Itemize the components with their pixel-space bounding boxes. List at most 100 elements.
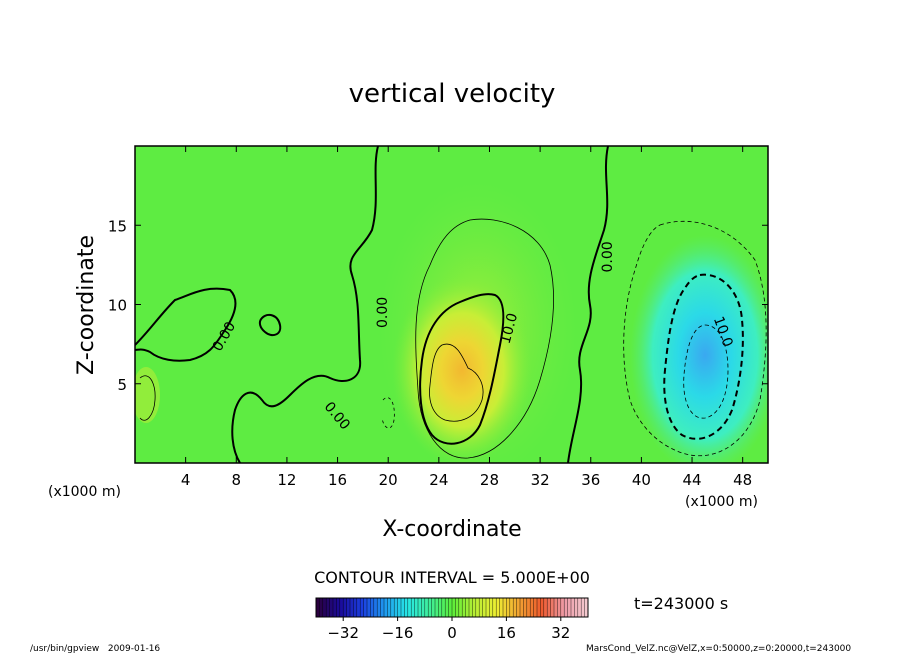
colorbar-cell	[516, 598, 521, 617]
colorbar-cell	[431, 598, 436, 617]
colorbar-tick-label: 32	[551, 624, 570, 642]
colorbar-frame	[315, 597, 589, 618]
colorbar-cell	[452, 598, 456, 617]
x-tick-label: 44	[682, 471, 701, 489]
colorbar-cell	[574, 598, 579, 617]
colorbar-cell	[482, 598, 487, 617]
colorbar-cell	[387, 598, 392, 617]
colorbar-cell	[418, 598, 422, 617]
colorbar-cell	[581, 598, 586, 617]
colorbar-cell	[492, 598, 497, 617]
colorbar-cell	[571, 598, 575, 617]
colorbar-cell	[554, 598, 558, 617]
colorbar-cell	[486, 598, 490, 617]
zero-contour-mid	[231, 146, 379, 463]
contour-label: 0.00	[600, 241, 616, 272]
colorbar-cell	[458, 598, 463, 617]
colorbar-cell	[438, 598, 443, 617]
left-edge-shade	[135, 367, 160, 423]
downdraft-shade	[630, 235, 768, 463]
colorbar-cell	[339, 598, 344, 617]
colorbar-cell	[547, 598, 552, 617]
x-tick-label: 40	[632, 471, 651, 489]
colorbar-cell	[336, 598, 341, 617]
time-label: t=243000 s	[634, 594, 728, 613]
y-tick-label: 5	[117, 376, 127, 394]
colorbar-cell	[329, 598, 334, 617]
x-tick-label: 36	[581, 471, 600, 489]
colorbar-cell	[377, 598, 382, 617]
contour-minus10	[663, 273, 744, 440]
colorbar-cell	[333, 598, 337, 617]
x-tick-label: 48	[733, 471, 752, 489]
colorbar-cell	[479, 598, 484, 617]
contour-small-dash	[381, 397, 395, 429]
plot-area	[135, 146, 768, 463]
colorbar-cell	[322, 598, 327, 617]
zero-contour-loop	[258, 313, 282, 337]
colorbar-cell	[421, 598, 426, 617]
colorbar-cell	[350, 598, 354, 617]
colorbar-cell	[584, 598, 589, 617]
colorbar-cell	[506, 598, 511, 617]
contour-plus15	[429, 343, 484, 422]
x-tick-label: 12	[277, 471, 296, 489]
x-tick-label: 28	[480, 471, 499, 489]
contour-plus5	[415, 218, 554, 459]
x-tick-label: 32	[531, 471, 550, 489]
colorbar-cell	[533, 598, 538, 617]
colorbar-cell	[455, 598, 460, 617]
contour-small-left	[139, 375, 156, 421]
colorbar-cell	[564, 598, 569, 617]
colorbar-tick-label: −16	[382, 624, 414, 642]
colorbar-cell	[428, 598, 433, 617]
colorbar-cell	[360, 598, 365, 617]
colorbar-cell	[523, 598, 528, 617]
x-axis-label: X-coordinate	[382, 517, 521, 542]
colorbar-cell	[356, 598, 361, 617]
colorbar-tick-label: 16	[497, 624, 516, 642]
colorbar-cell	[343, 598, 348, 617]
colorbar-cell	[472, 598, 477, 617]
colorbar-tick-label: 0	[447, 624, 457, 642]
colorbar-cell	[411, 598, 416, 617]
colorbar-tick-label: −32	[327, 624, 359, 642]
colorbar-cell	[520, 598, 524, 617]
colorbar-cell	[370, 598, 375, 617]
colorbar-cell	[353, 598, 358, 617]
colorbar-cell	[557, 598, 562, 617]
y-axis-ticks: 5 10 15	[108, 217, 768, 394]
y-tick-label: 10	[108, 297, 127, 315]
colorbar-cell	[509, 598, 514, 617]
colorbar-cell	[543, 598, 548, 617]
x-unit-left: (x1000 m)	[48, 484, 121, 500]
zero-contour-left	[135, 287, 237, 362]
contour-label: 0.00	[375, 297, 391, 328]
colorbar-cell	[435, 598, 439, 617]
colorbar-cell	[373, 598, 378, 617]
zero-contour-right	[567, 146, 609, 463]
chart-title: vertical velocity	[349, 79, 556, 109]
colorbar-ticks: −32 −16 0 16 32	[327, 617, 570, 642]
colorbar-cell	[407, 598, 412, 617]
colorbar-cell	[384, 598, 388, 617]
colorbar-cell	[414, 598, 419, 617]
colorbar-cell	[397, 598, 402, 617]
colorbar-cell	[560, 598, 565, 617]
colorbar-cell	[499, 598, 504, 617]
colorbar-cell	[316, 598, 320, 617]
colorbar-cell	[526, 598, 531, 617]
x-tick-label: 24	[429, 471, 448, 489]
colorbar-cell	[445, 598, 450, 617]
colorbar-cell	[469, 598, 473, 617]
colorbar-cell	[404, 598, 409, 617]
contour-interval-label: CONTOUR INTERVAL = 5.000E+00	[314, 568, 590, 587]
colorbar-cell	[503, 598, 507, 617]
colorbar-cell	[394, 598, 399, 617]
colorbar-cell	[390, 598, 395, 617]
contour-plus10	[419, 293, 505, 445]
colorbar-cell	[448, 598, 453, 617]
colorbar-cell	[530, 598, 535, 617]
colorbar-cell	[326, 598, 331, 617]
